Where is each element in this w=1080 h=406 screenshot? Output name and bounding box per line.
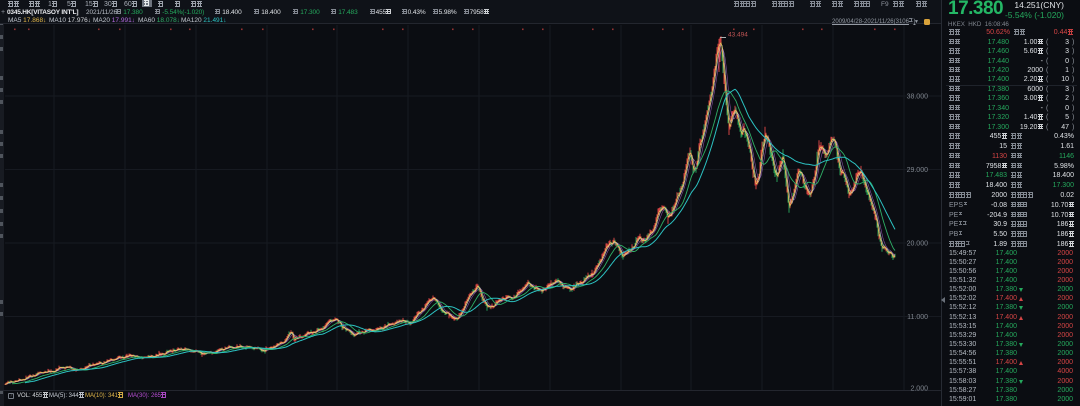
svg-text:38.000: 38.000 [907, 94, 929, 101]
svg-text:29.000: 29.000 [907, 167, 929, 174]
svg-text:11.000: 11.000 [907, 314, 928, 321]
svg-text:43.494: 43.494 [728, 32, 748, 39]
svg-text:2.000: 2.000 [910, 386, 928, 393]
svg-text:20.000: 20.000 [907, 241, 929, 248]
